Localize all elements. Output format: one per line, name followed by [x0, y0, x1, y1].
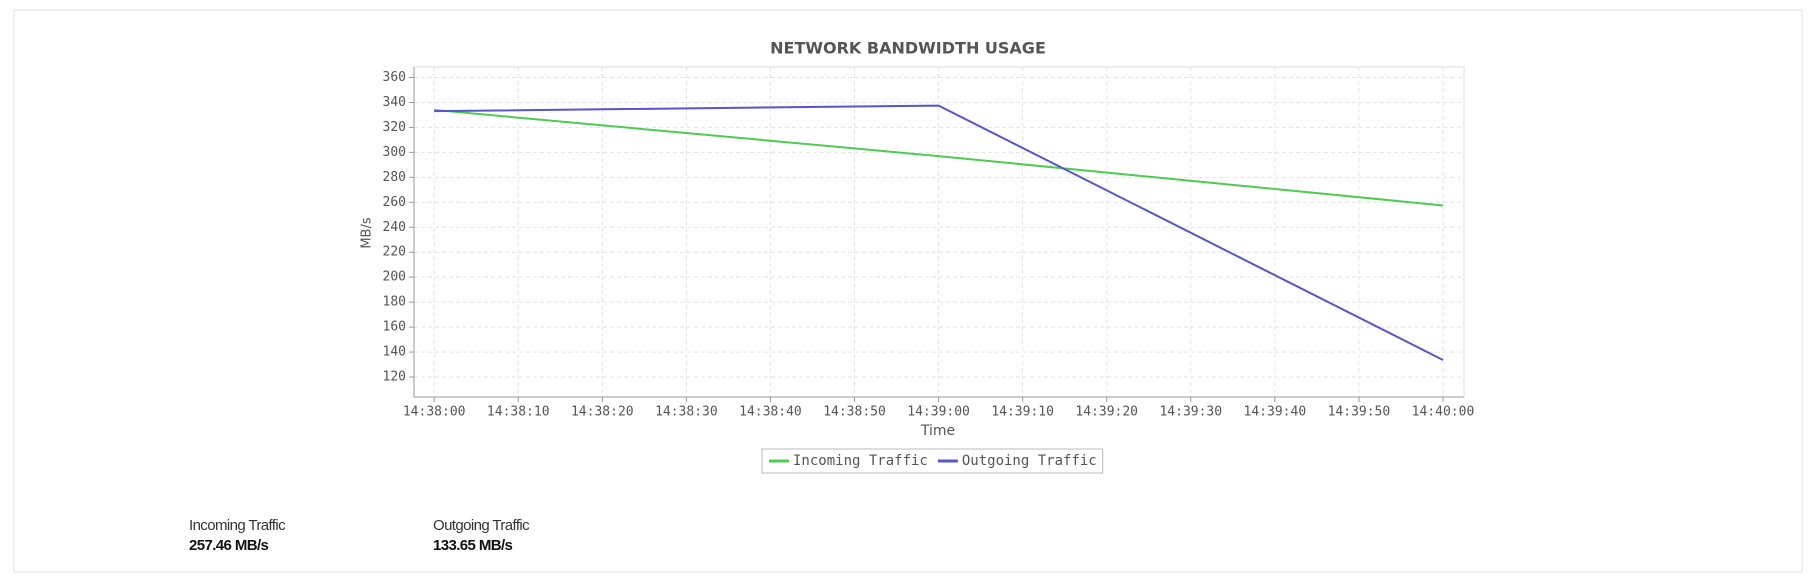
legend-label: Incoming Traffic — [793, 453, 928, 469]
y-tick-label: 140 — [383, 345, 406, 360]
stat-value: 257.46 MB/s — [189, 537, 269, 554]
legend-box — [761, 448, 1104, 474]
x-tick-label: 14:39:20 — [1075, 405, 1138, 420]
y-tick-label: 180 — [383, 295, 406, 310]
x-tick-label: 14:38:20 — [571, 405, 634, 420]
x-tick-label: 14:39:00 — [907, 405, 970, 420]
x-tick-label: 14:39:10 — [991, 405, 1054, 420]
y-tick-label: 240 — [383, 220, 406, 235]
y-axis-label: MB/s — [360, 217, 375, 249]
x-tick-label: 14:38:50 — [823, 405, 886, 420]
stat-value: 133.65 MB/s — [433, 537, 513, 554]
x-tick-label: 14:38:00 — [403, 405, 466, 420]
chart-title: NETWORK BANDWIDTH USAGE — [770, 39, 1046, 58]
x-tick-label: 14:40:00 — [1412, 405, 1475, 420]
series-line — [434, 108, 1444, 207]
stat-label: Incoming Traffic — [189, 517, 286, 534]
y-tick-label: 320 — [383, 120, 406, 135]
y-tick-label: 260 — [383, 195, 406, 210]
x-tick-label: 14:39:50 — [1328, 405, 1391, 420]
series-line — [434, 104, 1444, 361]
y-tick-label: 120 — [383, 370, 406, 385]
stat-label: Outgoing Traffic — [433, 517, 530, 534]
x-tick-label: 14:39:40 — [1244, 405, 1307, 420]
y-tick-label: 360 — [383, 70, 406, 85]
y-tick-label: 200 — [383, 270, 406, 285]
x-tick-label: 14:38:30 — [655, 405, 718, 420]
x-tick-label: 14:39:30 — [1159, 405, 1222, 420]
legend-label: Outgoing Traffic — [962, 453, 1097, 469]
y-tick-label: 280 — [383, 170, 406, 185]
y-tick-label: 300 — [383, 145, 406, 160]
y-tick-label: 340 — [383, 95, 406, 110]
x-tick-label: 14:38:10 — [487, 405, 550, 420]
x-axis-label: Time — [920, 423, 955, 439]
x-tick-label: 14:38:40 — [739, 405, 802, 420]
y-tick-label: 160 — [383, 320, 406, 335]
y-tick-label: 220 — [383, 245, 406, 260]
